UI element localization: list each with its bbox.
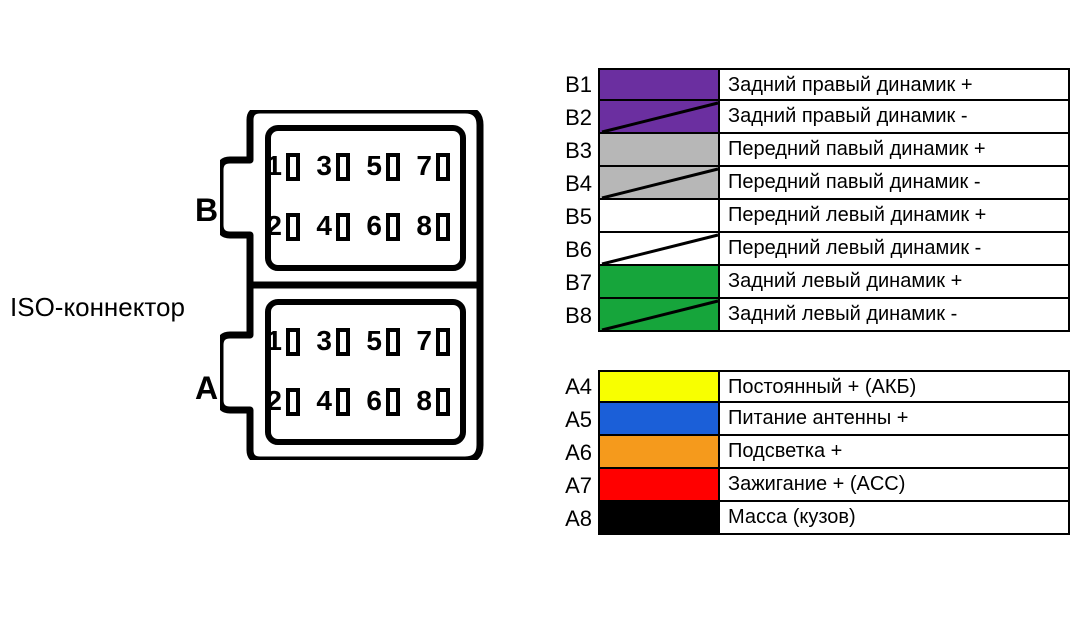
pin-number: 4: [316, 210, 332, 241]
pin-number: 1: [266, 325, 282, 356]
pin-number: 6: [366, 385, 382, 416]
pin-slot: [388, 215, 398, 239]
pin-slot: [388, 155, 398, 179]
color-swatch: [598, 299, 718, 332]
legend-pin-label: A6: [560, 436, 598, 469]
color-swatch: [598, 101, 718, 134]
color-swatch: [598, 370, 718, 403]
color-swatch: [598, 469, 718, 502]
legend-description: Зажигание + (ACC): [718, 469, 1070, 502]
pin-slot: [288, 390, 298, 414]
stripe-line: [602, 169, 718, 198]
legend-row: A7 Зажигание + (ACC): [560, 469, 1070, 502]
pin-number: 3: [316, 150, 332, 181]
legend-pin-label: B5: [560, 200, 598, 233]
pin-slot: [338, 215, 348, 239]
legend-row: B8 Задний левый динамик -: [560, 299, 1070, 332]
pin-slot: [388, 390, 398, 414]
legend-row: B5 Передний левый динамик +: [560, 200, 1070, 233]
color-swatch: [598, 200, 718, 233]
legend-description: Задний левый динамик +: [718, 266, 1070, 299]
pin-slot: [388, 330, 398, 354]
pin-number: 8: [416, 210, 432, 241]
pin-slot: [438, 215, 448, 239]
pin-slot: [338, 330, 348, 354]
legend-row: B3 Передний павый динамик +: [560, 134, 1070, 167]
legend-pin-label: B2: [560, 101, 598, 134]
pin-slot: [338, 390, 348, 414]
legend-description: Задний правый динамик -: [718, 101, 1070, 134]
legend-pin-label: B3: [560, 134, 598, 167]
page-root: ISO-коннектор B A 1 3 5 7 2 4 6 8 1 3 5 7 2 4 6 8 B1 За…: [0, 0, 1080, 621]
legend-row: A6 Подсветка +: [560, 436, 1070, 469]
pin-number: 5: [366, 150, 382, 181]
pin-slot: [438, 330, 448, 354]
legend-description: Передний левый динамик +: [718, 200, 1070, 233]
legend-pin-label: B6: [560, 233, 598, 266]
legend-row: A5 Питание антенны +: [560, 403, 1070, 436]
legend-pin-label: A5: [560, 403, 598, 436]
legend-pin-label: B7: [560, 266, 598, 299]
connector-section-b-label: B: [195, 192, 218, 229]
color-swatch: [598, 167, 718, 200]
color-swatch: [598, 134, 718, 167]
pin-slot: [438, 390, 448, 414]
legend-description: Задний правый динамик +: [718, 68, 1070, 101]
connector-section-a-label: A: [195, 370, 218, 407]
pin-number: 8: [416, 385, 432, 416]
pin-slot: [288, 155, 298, 179]
legend-pin-label: B1: [560, 68, 598, 101]
legend-pin-label: B4: [560, 167, 598, 200]
pin-number: 7: [416, 150, 432, 181]
pin-slot: [438, 155, 448, 179]
legend-pin-label: A8: [560, 502, 598, 535]
stripe-line: [602, 235, 718, 264]
legend-description: Подсветка +: [718, 436, 1070, 469]
legend-row: B1 Задний правый динамик +: [560, 68, 1070, 101]
legend-row: B7 Задний левый динамик +: [560, 266, 1070, 299]
pin-slot: [288, 330, 298, 354]
legend-row: A4 Постоянный + (АКБ): [560, 370, 1070, 403]
legend-table-b: B1 Задний правый динамик + B2 Задний правый…: [560, 68, 1070, 332]
pin-slot: [338, 155, 348, 179]
legend-pin-label: B8: [560, 299, 598, 332]
legend-description: Задний левый динамик -: [718, 299, 1070, 332]
pin-number: 1: [266, 150, 282, 181]
pin-number: 2: [266, 210, 282, 241]
stripe-line: [602, 103, 718, 132]
color-swatch: [598, 233, 718, 266]
legend-description: Передний павый динамик -: [718, 167, 1070, 200]
legend-description: Питание антенны +: [718, 403, 1070, 436]
legend-row: A8 Масса (кузов): [560, 502, 1070, 535]
color-swatch: [598, 502, 718, 535]
iso-connector-diagram: 1 3 5 7 2 4 6 8 1 3 5 7 2 4 6 8: [220, 110, 490, 460]
legend-row: B2 Задний правый динамик -: [560, 101, 1070, 134]
color-swatch: [598, 403, 718, 436]
pin-number: 2: [266, 385, 282, 416]
pin-number: 3: [316, 325, 332, 356]
pin-number: 7: [416, 325, 432, 356]
connector-area: ISO-коннектор B A 1 3 5 7 2 4 6 8 1 3 5 7 2 4 6 8: [10, 110, 490, 480]
legend-pin-label: A4: [560, 370, 598, 403]
pin-number: 4: [316, 385, 332, 416]
legend-description: Передний павый динамик +: [718, 134, 1070, 167]
color-swatch: [598, 266, 718, 299]
pin-number: 6: [366, 210, 382, 241]
pin-number: 5: [366, 325, 382, 356]
color-swatch: [598, 68, 718, 101]
color-swatch: [598, 436, 718, 469]
legend-description: Масса (кузов): [718, 502, 1070, 535]
legend-table-a: A4Постоянный + (АКБ)A5Питание антенны +A…: [560, 370, 1070, 535]
legend-description: Постоянный + (АКБ): [718, 370, 1070, 403]
stripe-line: [602, 301, 718, 330]
legend-row: B4 Передний павый динамик -: [560, 167, 1070, 200]
pin-slot: [288, 215, 298, 239]
legend-pin-label: A7: [560, 469, 598, 502]
iso-connector-label: ISO-коннектор: [10, 292, 185, 323]
legend-row: B6 Передний левый динамик -: [560, 233, 1070, 266]
legend-description: Передний левый динамик -: [718, 233, 1070, 266]
